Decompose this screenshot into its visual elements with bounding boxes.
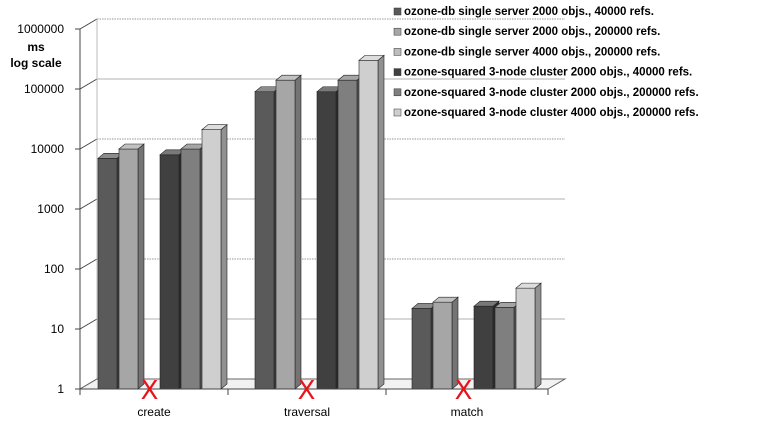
bar-top: [515, 282, 542, 289]
y-axis: 1 10 100 1000 10000 100000 1000000: [17, 22, 81, 396]
bar-front: [358, 60, 379, 390]
bar: [432, 296, 459, 390]
legend-label: ozone-squared 3-node cluster 2000 objs.,…: [404, 87, 699, 99]
y-axis-title-line2: log scale: [10, 56, 62, 70]
grid-depth-line: [79, 78, 98, 90]
legend-label: ozone-db single server 2000 objs., 20000…: [404, 26, 660, 38]
grid-depth-line: [79, 18, 98, 30]
legend-label: ozone-squared 3-node cluster 4000 objs.,…: [404, 107, 699, 119]
bar-front: [275, 79, 296, 390]
bar-front: [337, 79, 358, 390]
y-tick-label: 1: [57, 382, 64, 396]
grid-depth-line: [79, 318, 98, 330]
bar: [275, 74, 302, 390]
legend-swatch: [393, 7, 402, 16]
bar-front: [515, 287, 536, 390]
y-tick-label: 100000: [24, 82, 64, 96]
missing-data-x-mark: X: [298, 376, 316, 406]
y-tick-label: 1000000: [17, 22, 64, 36]
x-category-label: create: [137, 405, 171, 419]
legend-label: ozone-db single server 4000 objs., 20000…: [404, 46, 660, 58]
bar-front: [180, 148, 201, 390]
bar: [515, 282, 542, 390]
bar-top: [201, 124, 228, 130]
bar: [358, 54, 385, 390]
missing-data-x-mark: X: [455, 376, 473, 406]
x-category-label: match: [451, 405, 484, 419]
y-axis-title: ms log scale: [10, 40, 62, 70]
bar-side: [377, 54, 385, 390]
bar: [118, 143, 145, 390]
bar-front: [432, 301, 453, 390]
bar-front: [473, 305, 494, 390]
y-tick-label: 10: [51, 322, 65, 336]
legend-swatch: [393, 108, 402, 117]
y-tick-label: 100: [44, 262, 64, 276]
legend-swatch: [393, 88, 402, 97]
bar-front: [97, 157, 118, 390]
legend: ozone-db single server 2000 objs., 40000…: [393, 6, 699, 119]
bars: [97, 54, 542, 390]
bar-side: [137, 143, 145, 390]
legend-label: ozone-db single server 2000 objs., 40000…: [404, 6, 654, 18]
bar-front: [118, 148, 139, 390]
legend-swatch: [393, 48, 402, 56]
bar: [201, 124, 228, 390]
bar-front: [254, 91, 275, 390]
bar-top: [275, 74, 302, 81]
bar-top: [473, 300, 500, 307]
bar-front: [494, 306, 515, 390]
bar-top: [432, 296, 459, 303]
legend-swatch: [393, 68, 402, 76]
y-axis-title-line1: ms: [27, 40, 45, 54]
missing-data-x-mark: X: [141, 376, 159, 406]
bar-top: [118, 143, 145, 150]
bar-top: [358, 55, 385, 61]
bar-front: [316, 91, 337, 390]
grid-depth-line: [79, 198, 98, 210]
bar-side: [220, 124, 228, 390]
bar-front: [411, 308, 432, 390]
grid-depth-line: [79, 138, 98, 150]
grid-depth-line: [79, 258, 98, 270]
y-tick-label: 1000: [37, 202, 64, 216]
legend-label: ozone-squared 3-node cluster 2000 objs.,…: [404, 67, 692, 79]
x-axis: create traversal match: [79, 388, 549, 419]
legend-swatch: [393, 27, 402, 36]
bar-side: [534, 282, 542, 390]
y-tick-label: 10000: [31, 142, 65, 156]
bar-side: [294, 74, 302, 390]
bar-front: [201, 129, 222, 390]
bar-front: [159, 154, 180, 390]
x-category-label: traversal: [284, 405, 330, 419]
